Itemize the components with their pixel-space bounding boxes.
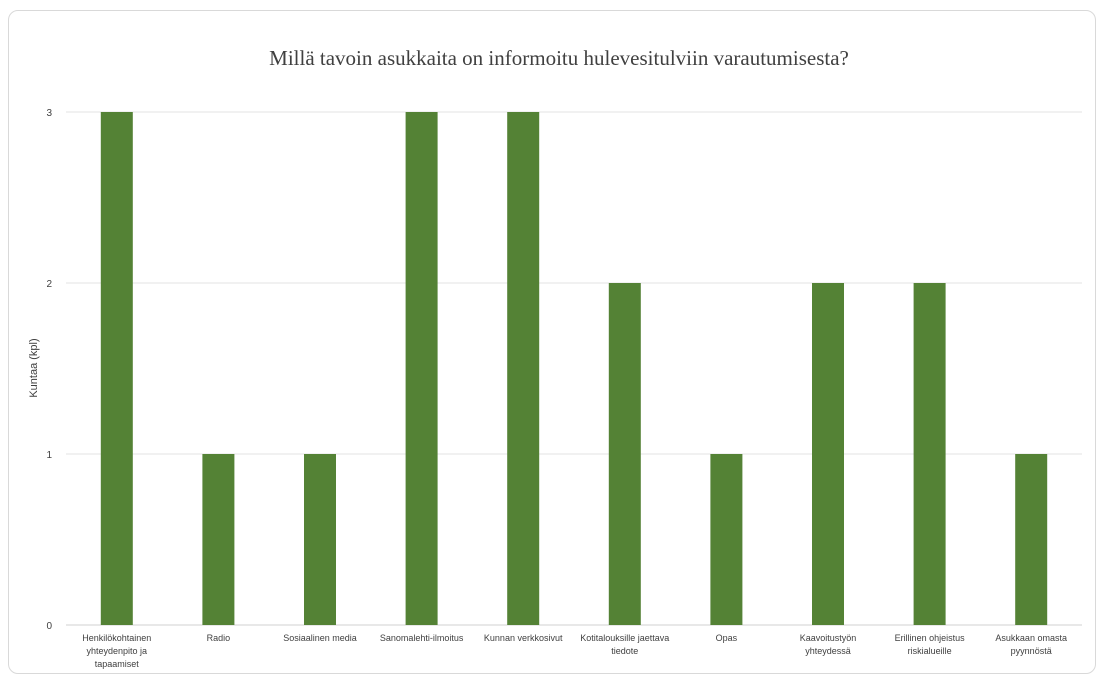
x-axis-labels: Henkilökohtainen yhteydenpito ja tapaamise… — [82, 633, 1067, 669]
y-axis-title: Kuntaa (kpl) — [28, 338, 40, 397]
y-tick-label: 2 — [46, 279, 52, 290]
y-axis-ticks: 0 1 2 3 — [46, 108, 52, 632]
x-category-label: Erillinen ohjeistus riskialueille — [895, 633, 966, 656]
x-category-label: Kotitalouksille jaettava tiedote — [580, 633, 669, 656]
x-category-label: Kunnan verkkosivut — [484, 633, 563, 643]
bar — [913, 283, 946, 625]
bars — [100, 112, 1048, 625]
y-tick-label: 1 — [46, 450, 52, 461]
x-category-label: Sanomalehti-ilmoitus — [380, 633, 464, 643]
x-category-label: Kaavoitustyön yhteydessä — [800, 633, 857, 656]
x-category-label: Opas — [716, 633, 738, 643]
x-category-label: Radio — [207, 633, 231, 643]
bar — [304, 454, 336, 625]
x-category-label: Sosiaalinen media — [283, 633, 357, 643]
bar — [608, 283, 641, 625]
chart-title: Millä tavoin asukkaita on informoitu hul… — [269, 46, 849, 70]
y-tick-label: 3 — [46, 108, 52, 119]
bar — [812, 283, 844, 625]
x-category-label: Asukkaan omasta pyynnöstä — [995, 633, 1067, 656]
bar — [710, 454, 743, 625]
bar — [100, 112, 133, 625]
bar — [507, 112, 540, 625]
x-category-label: Henkilökohtainen yhteydenpito ja tapaamise… — [82, 633, 151, 669]
bar — [202, 454, 235, 625]
gridlines — [66, 111, 1082, 626]
bar — [405, 112, 438, 625]
y-tick-label: 0 — [46, 621, 52, 632]
bar — [1015, 454, 1048, 625]
